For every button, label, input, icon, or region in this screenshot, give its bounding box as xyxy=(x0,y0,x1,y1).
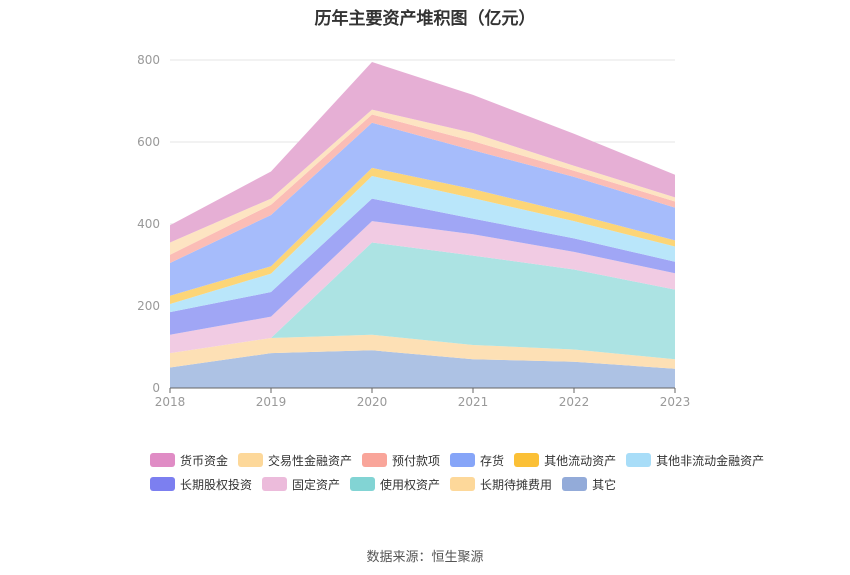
area-series-3[interactable] xyxy=(170,242,675,360)
legend-item[interactable]: 货币资金 xyxy=(150,448,228,472)
legend-swatch xyxy=(150,453,175,467)
legend-label: 固定资产 xyxy=(292,477,341,492)
area-series-11[interactable] xyxy=(170,62,675,243)
area-series xyxy=(170,62,675,388)
legend-item[interactable]: 交易性金融资产 xyxy=(238,448,352,472)
legend-item[interactable]: 长期待摊费用 xyxy=(450,472,552,496)
legend-swatch xyxy=(238,453,264,467)
x-tick-label: 2018 xyxy=(155,395,186,409)
legend-swatch xyxy=(262,477,288,491)
area-series-1[interactable] xyxy=(170,350,675,388)
legend-label: 货币资金 xyxy=(180,453,229,468)
legend-item[interactable]: 使用权资产 xyxy=(350,472,440,496)
legend-item[interactable]: 预付款项 xyxy=(362,448,440,472)
legend-swatch xyxy=(450,453,476,467)
legend-item[interactable]: 其他流动资产 xyxy=(514,448,616,472)
legend-swatch xyxy=(362,453,388,467)
legend-swatch xyxy=(562,477,588,491)
y-tick-label: 800 xyxy=(137,53,160,67)
legend-item[interactable]: 长期股权投资 xyxy=(150,472,252,496)
x-tick-label: 2022 xyxy=(559,395,590,409)
legend-item[interactable]: 固定资产 xyxy=(262,472,340,496)
legend-item[interactable]: 存货 xyxy=(450,448,504,472)
y-tick-label: 400 xyxy=(137,217,160,231)
legend-swatch xyxy=(150,477,175,491)
x-tick-label: 2020 xyxy=(357,395,388,409)
x-tick-label: 2019 xyxy=(256,395,287,409)
chart-title: 历年主要资产堆积图（亿元） xyxy=(314,9,536,29)
area-series-8[interactable] xyxy=(170,122,675,296)
legend-label: 长期待摊费用 xyxy=(480,477,553,492)
legend-label: 使用权资产 xyxy=(380,477,441,492)
area-series-2[interactable] xyxy=(170,334,675,369)
legend: 货币资金 交易性金融资产 预付款项 存货 其他流动资产 其他非流动金融资产长期股权投资 固定… xyxy=(150,448,790,496)
axes: 0 200 400 600 800 2018 2019 2020 2021 2022 2023 xyxy=(137,53,690,409)
legend-label: 交易性金融资产 xyxy=(268,453,353,468)
data-source-note: 数据来源：恒生聚源 xyxy=(366,550,484,565)
x-tick-label: 2021 xyxy=(458,395,489,409)
y-tick-label: 600 xyxy=(137,135,160,149)
legend-item[interactable]: 其它 xyxy=(562,472,616,496)
stacked-area-chart: 0 200 400 600 800 2018 2019 2020 2021 2022 2023 xyxy=(137,53,690,409)
legend-swatch xyxy=(626,453,652,467)
legend-swatch xyxy=(450,477,476,491)
area-series-5[interactable] xyxy=(170,198,675,335)
legend-label: 其他非流动金融资产 xyxy=(656,453,765,468)
area-series-4[interactable] xyxy=(170,221,675,354)
legend-label: 预付款项 xyxy=(392,453,441,468)
y-tick-label: 0 xyxy=(152,381,160,395)
legend-item[interactable]: 其他非流动金融资产 xyxy=(626,448,764,472)
legend-label: 存货 xyxy=(480,453,505,468)
legend-label: 其它 xyxy=(592,477,617,492)
y-tick-label: 200 xyxy=(137,299,160,313)
legend-swatch xyxy=(350,477,376,491)
legend-swatch xyxy=(514,453,540,467)
legend-label: 其他流动资产 xyxy=(544,453,617,468)
area-series-6[interactable] xyxy=(170,176,675,313)
legend-label: 长期股权投资 xyxy=(180,477,253,492)
x-tick-label: 2023 xyxy=(660,395,691,409)
